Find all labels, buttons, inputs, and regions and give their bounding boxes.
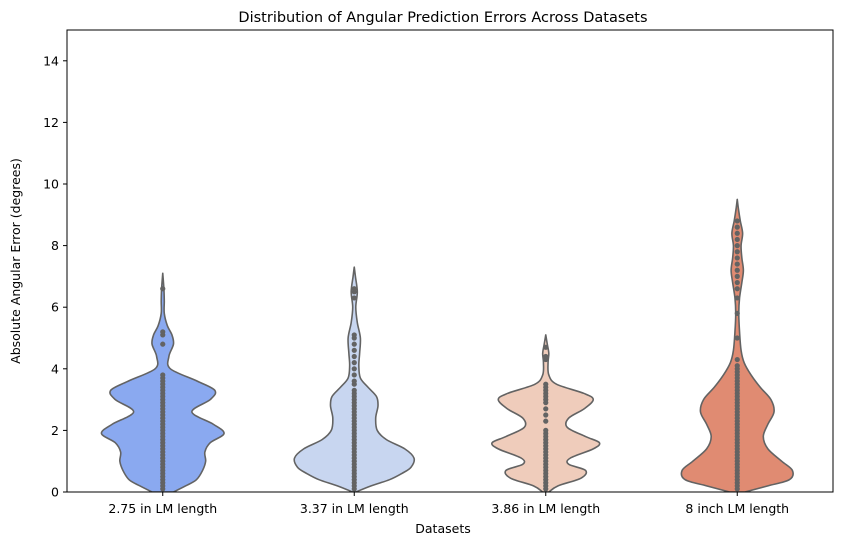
violin-3 — [491, 334, 601, 492]
y-tick-label: 12 — [43, 115, 59, 130]
data-point — [734, 267, 740, 273]
y-tick-label: 8 — [51, 238, 59, 253]
data-point — [351, 341, 357, 347]
chart-title: Distribution of Angular Prediction Error… — [238, 10, 647, 26]
x-tick-label: 2.75 in LM length — [108, 501, 217, 516]
data-point — [734, 363, 740, 369]
data-point — [543, 406, 549, 412]
x-axis: 2.75 in LM length 3.37 in LM length 3.86 i… — [108, 492, 789, 516]
data-point — [160, 372, 166, 378]
y-tick-label: 4 — [51, 361, 59, 376]
data-point — [734, 273, 740, 279]
violin-body — [680, 198, 794, 492]
data-point — [734, 224, 740, 230]
y-axis-title: Absolute Angular Error (degrees) — [8, 158, 23, 364]
data-point — [543, 427, 549, 433]
data-point — [351, 295, 357, 301]
x-axis-title: Datasets — [415, 521, 470, 536]
x-tick-label: 3.86 in LM length — [491, 501, 600, 516]
data-point — [734, 286, 740, 292]
data-point — [160, 329, 166, 335]
data-point — [543, 344, 549, 350]
data-point — [351, 286, 357, 292]
y-tick-label: 2 — [51, 423, 59, 438]
data-point — [734, 236, 740, 243]
violin-4 — [680, 198, 794, 492]
violins-group — [100, 198, 794, 492]
data-point — [351, 347, 357, 353]
data-point — [351, 366, 357, 372]
violin-2 — [293, 266, 416, 492]
data-point — [351, 378, 357, 384]
data-point — [543, 381, 549, 387]
plot-frame — [66, 29, 834, 493]
data-point — [543, 412, 549, 418]
data-point — [160, 341, 166, 347]
x-tick-label: 8 inch LM length — [685, 501, 789, 516]
data-point — [734, 218, 740, 224]
data-point — [734, 255, 740, 261]
data-point — [734, 261, 740, 267]
data-point — [160, 286, 166, 292]
data-point — [351, 387, 357, 393]
y-tick-label: 0 — [51, 485, 59, 500]
data-point — [734, 249, 740, 255]
x-tick-label: 3.37 in LM length — [300, 501, 409, 516]
data-point — [734, 310, 740, 316]
data-point — [543, 353, 549, 360]
y-axis: 0 2 4 6 8 10 12 14 — [43, 53, 67, 500]
data-point — [734, 295, 740, 301]
data-point — [734, 230, 740, 236]
y-tick-label: 14 — [43, 53, 59, 68]
data-point — [351, 332, 357, 338]
violin-1 — [100, 272, 225, 492]
data-point — [543, 418, 549, 424]
data-point — [734, 243, 740, 249]
data-point — [351, 360, 357, 366]
y-tick-label: 10 — [43, 177, 59, 192]
data-point — [351, 353, 357, 360]
data-point — [734, 356, 740, 363]
data-point — [734, 279, 740, 286]
y-tick-label: 6 — [51, 300, 59, 315]
data-point — [734, 335, 740, 341]
data-point — [351, 372, 357, 378]
